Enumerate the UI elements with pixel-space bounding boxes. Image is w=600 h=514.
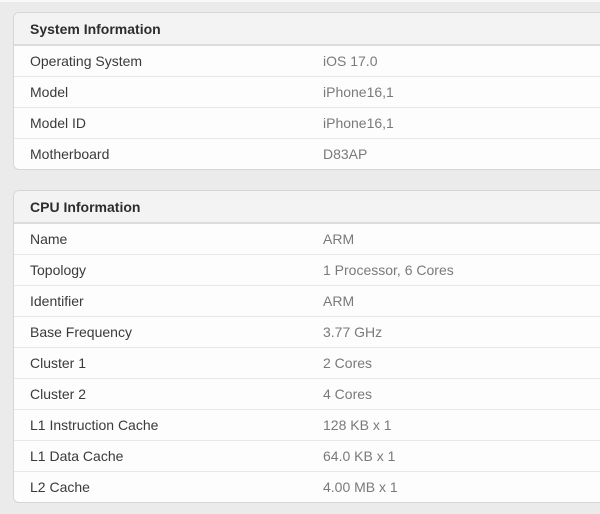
table-row: Operating System iOS 17.0: [14, 46, 600, 76]
table-row: Model ID iPhone16,1: [14, 107, 600, 138]
row-label: L1 Instruction Cache: [30, 417, 159, 433]
cpu-information-title: CPU Information: [14, 191, 600, 224]
cpu-information-card: CPU Information Name ARM Topology 1 Proc…: [13, 190, 600, 503]
top-edge-divider: [0, 0, 600, 2]
table-row: Cluster 1 2 Cores: [14, 347, 600, 378]
row-value: 4 Cores: [323, 386, 373, 402]
table-row: L1 Instruction Cache 128 KB x 1: [14, 409, 600, 440]
row-value: ARM: [323, 293, 355, 309]
row-value: ARM: [323, 231, 355, 247]
row-label: Base Frequency: [30, 324, 132, 340]
system-information-card: System Information Operating System iOS …: [13, 12, 600, 170]
row-label: L2 Cache: [30, 479, 90, 495]
row-value: 128 KB x 1: [323, 417, 392, 433]
row-label: Name: [30, 231, 68, 247]
row-value: 64.0 KB x 1: [323, 448, 396, 464]
table-row: Name ARM: [14, 224, 600, 254]
row-value: iOS 17.0: [323, 53, 378, 69]
row-label: Model ID: [30, 115, 87, 131]
table-row: Identifier ARM: [14, 285, 600, 316]
table-row: Cluster 2 4 Cores: [14, 378, 600, 409]
table-row: Model iPhone16,1: [14, 76, 600, 107]
row-label: Motherboard: [30, 146, 110, 162]
row-label: Cluster 1: [30, 355, 87, 371]
row-label: Identifier: [30, 293, 84, 309]
row-label: Model: [30, 84, 69, 100]
table-row: Base Frequency 3.77 GHz: [14, 316, 600, 347]
row-value: 2 Cores: [323, 355, 373, 371]
system-information-title: System Information: [14, 13, 600, 46]
table-row: Motherboard D83AP: [14, 138, 600, 169]
row-value: iPhone16,1: [323, 115, 394, 131]
table-row: L1 Data Cache 64.0 KB x 1: [14, 440, 600, 471]
table-row: Topology 1 Processor, 6 Cores: [14, 254, 600, 285]
row-value: D83AP: [323, 146, 368, 162]
row-value: iPhone16,1: [323, 84, 394, 100]
table-row: L2 Cache 4.00 MB x 1: [14, 471, 600, 502]
row-label: Topology: [30, 262, 87, 278]
row-value: 4.00 MB x 1: [323, 479, 398, 495]
row-label: L1 Data Cache: [30, 448, 124, 464]
row-value: 1 Processor, 6 Cores: [323, 262, 454, 278]
row-value: 3.77 GHz: [323, 324, 383, 340]
row-label: Cluster 2: [30, 386, 87, 402]
row-label: Operating System: [30, 53, 143, 69]
